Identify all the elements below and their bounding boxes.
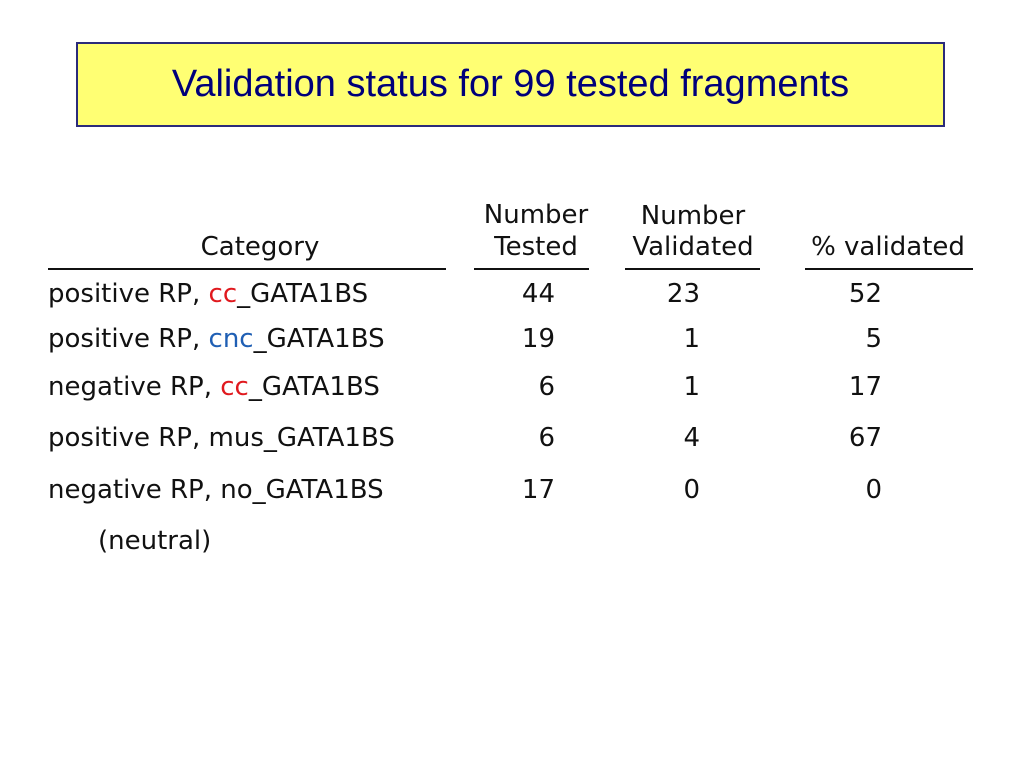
row-1-tag: cc (208, 279, 238, 309)
row-2-validated: 1 (683, 324, 700, 354)
slide-title: Validation status for 99 tested fragment… (171, 63, 850, 105)
row-5-category: negative RP, no_GATA1BS (48, 473, 384, 507)
row-1-tested: 44 (521, 279, 555, 309)
row-2-tag: cnc (208, 324, 254, 354)
row-2-category: positive RP, cnc_GATA1BS (48, 322, 385, 356)
header-percent-underline (805, 268, 973, 270)
row-4-category: positive RP, mus_GATA1BS (48, 421, 395, 455)
row-5-validated: 0 (683, 475, 700, 505)
row-2-prefix: positive RP, (48, 324, 209, 354)
row-5-note: (neutral) (98, 526, 212, 556)
header-tested-line1: Number (483, 200, 589, 230)
row-5-prefix: negative RP, no_GATA1BS (48, 475, 384, 505)
row-1-category: positive RP, cc_GATA1BS (48, 277, 368, 311)
row-1-suffix: _GATA1BS (237, 279, 369, 309)
header-validated-line1: Number (640, 201, 746, 231)
row-4-validated: 4 (683, 423, 700, 453)
slide-title-box: Validation status for 99 tested fragment… (76, 42, 945, 127)
row-3-suffix: _GATA1BS (248, 372, 380, 402)
row-3-category: negative RP, cc_GATA1BS (48, 370, 380, 404)
row-5-percent: 0 (865, 475, 882, 505)
row-4-prefix: positive RP, mus_GATA1BS (48, 423, 395, 453)
row-3-tested: 6 (538, 372, 555, 402)
row-3-percent: 17 (848, 372, 882, 402)
row-3-prefix: negative RP, (48, 372, 221, 402)
row-1-prefix: positive RP, (48, 279, 209, 309)
row-2-suffix: _GATA1BS (253, 324, 385, 354)
row-3-tag: cc (220, 372, 249, 402)
row-1-percent: 52 (848, 279, 882, 309)
row-4-tested: 6 (538, 423, 555, 453)
row-3-validated: 1 (683, 372, 700, 402)
row-5-tested: 17 (521, 475, 555, 505)
header-category-underline (48, 268, 446, 270)
header-tested-underline (474, 268, 589, 270)
header-percent: % validated (811, 232, 965, 262)
header-category: Category (200, 232, 320, 262)
header-tested-line2: Tested (494, 232, 578, 262)
row-4-percent: 67 (848, 423, 882, 453)
row-2-tested: 19 (521, 324, 555, 354)
row-2-percent: 5 (865, 324, 882, 354)
row-1-validated: 23 (666, 279, 700, 309)
header-validated-line2: Validated (632, 232, 754, 262)
header-validated-underline (625, 268, 760, 270)
